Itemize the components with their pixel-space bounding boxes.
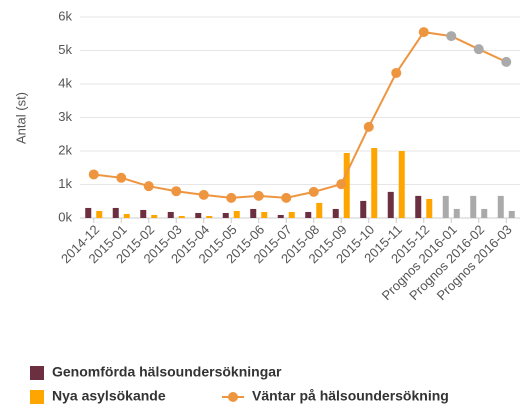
line-point: [281, 192, 292, 203]
bar: [426, 198, 433, 218]
line-point: [501, 56, 512, 67]
bar: [222, 212, 229, 218]
legend-swatch: [30, 390, 44, 404]
bar: [343, 153, 350, 218]
legend-label: Väntar på hälsoundersökning: [252, 388, 449, 404]
bar: [123, 213, 130, 218]
y-tick-label: 6k: [58, 8, 72, 23]
bar: [233, 210, 240, 218]
line-point: [171, 186, 182, 197]
line-point: [253, 190, 264, 201]
line-point: [336, 179, 347, 190]
y-tick-label: 5k: [58, 42, 72, 57]
bar: [167, 211, 174, 218]
bar: [288, 211, 295, 218]
bar: [151, 214, 158, 218]
line-point: [446, 31, 457, 42]
line-point: [473, 44, 484, 55]
bar: [415, 195, 422, 218]
bar: [261, 211, 268, 218]
bar: [442, 195, 449, 218]
bar: [250, 208, 257, 218]
legend-point: [228, 392, 238, 402]
bar: [481, 208, 488, 218]
bar: [206, 215, 213, 218]
bar: [371, 147, 378, 218]
legend-label: Genomförda hälsoundersökningar: [52, 364, 282, 380]
legend-swatch: [30, 366, 44, 380]
bar: [360, 200, 367, 218]
bar: [508, 210, 515, 218]
line-point: [198, 189, 209, 200]
line-point: [116, 172, 127, 183]
line-point: [363, 121, 374, 132]
bar: [387, 191, 394, 218]
bar: [453, 208, 460, 218]
legend: Genomförda hälsoundersökningar Nya asylsö…: [30, 364, 449, 404]
y-tick-label: 3k: [58, 109, 72, 124]
line-point: [88, 169, 99, 180]
y-tick-label: 4k: [58, 75, 72, 90]
bar: [332, 208, 339, 218]
bar: [85, 207, 92, 218]
line: [93, 30, 507, 199]
bar: [96, 210, 103, 218]
bar: [112, 207, 119, 218]
legend-label: Nya asylsökande: [52, 388, 166, 404]
bar: [140, 209, 147, 218]
bar: [195, 212, 202, 218]
bar: [277, 214, 284, 218]
line-point: [418, 27, 429, 38]
line-point: [308, 186, 319, 197]
line-point: [143, 181, 154, 192]
bar: [470, 195, 477, 218]
line-point: [391, 67, 402, 78]
bar: [305, 211, 312, 218]
y-axis-label: Antal (st): [13, 92, 28, 144]
bar: [398, 151, 405, 218]
y-tick-label: 1k: [58, 176, 72, 191]
bar: [178, 215, 185, 218]
bar: [497, 195, 504, 218]
y-tick-label: 0k: [58, 209, 72, 224]
line-point: [226, 192, 237, 203]
bar: [316, 202, 323, 218]
y-tick-label: 2k: [58, 142, 72, 157]
